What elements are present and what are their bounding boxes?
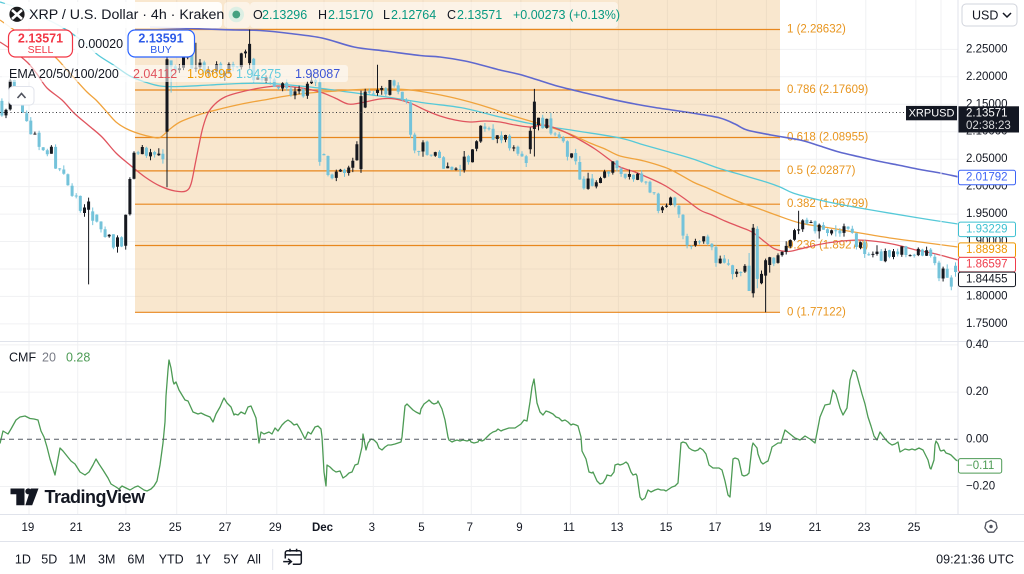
- svg-text:1.88938: 1.88938: [966, 244, 1008, 256]
- svg-text:Dec: Dec: [312, 522, 334, 534]
- svg-text:2.13571: 2.13571: [966, 107, 1008, 119]
- svg-text:19: 19: [759, 522, 772, 534]
- svg-text:XRPUSD: XRPUSD: [909, 107, 955, 119]
- svg-text:21: 21: [809, 522, 822, 534]
- svg-text:29: 29: [269, 522, 282, 534]
- svg-text:5: 5: [418, 522, 424, 534]
- svg-text:2.20000: 2.20000: [966, 71, 1008, 83]
- svg-text:6M: 6M: [127, 553, 144, 567]
- svg-text:5D: 5D: [41, 553, 57, 567]
- svg-text:2.13571: 2.13571: [18, 32, 63, 46]
- svg-text:0.382 (1.96799): 0.382 (1.96799): [787, 198, 868, 210]
- svg-text:0.5 (2.02877): 0.5 (2.02877): [787, 165, 856, 177]
- svg-text:2.13591: 2.13591: [138, 32, 183, 46]
- svg-text:9: 9: [516, 522, 522, 534]
- svg-text:09:21:36 UTC: 09:21:36 UTC: [936, 553, 1014, 567]
- svg-text:XRP / U.S. Dollar · 4h · Krake: XRP / U.S. Dollar · 4h · Kraken: [29, 7, 224, 23]
- svg-text:0.40: 0.40: [966, 339, 988, 351]
- svg-text:21: 21: [70, 522, 83, 534]
- svg-text:11: 11: [563, 522, 575, 534]
- svg-text:1M: 1M: [69, 553, 86, 567]
- svg-text:All: All: [247, 553, 261, 567]
- svg-text:BUY: BUY: [150, 44, 172, 56]
- svg-text:0.236 (1.89278): 0.236 (1.89278): [787, 240, 868, 252]
- svg-text:1 (2.28632): 1 (2.28632): [787, 24, 846, 36]
- svg-text:2.05000: 2.05000: [966, 153, 1008, 165]
- svg-text:13: 13: [611, 522, 624, 534]
- svg-text:SELL: SELL: [28, 44, 54, 56]
- svg-text:0.618 (2.08955): 0.618 (2.08955): [787, 132, 868, 144]
- svg-text:1.95000: 1.95000: [966, 208, 1008, 220]
- svg-text:27: 27: [219, 522, 232, 534]
- svg-text:5Y: 5Y: [223, 553, 239, 567]
- svg-text:19: 19: [22, 522, 35, 534]
- svg-text:17: 17: [709, 522, 722, 534]
- svg-text:1.75000: 1.75000: [966, 318, 1008, 330]
- svg-text:23: 23: [118, 522, 131, 534]
- svg-text:YTD: YTD: [159, 553, 184, 567]
- svg-text:USD: USD: [972, 9, 998, 23]
- svg-text:15: 15: [660, 522, 673, 534]
- svg-text:25: 25: [169, 522, 182, 534]
- svg-text:1.84455: 1.84455: [966, 273, 1008, 285]
- svg-text:1.86597: 1.86597: [966, 259, 1008, 271]
- svg-text:2.01792: 2.01792: [966, 172, 1008, 184]
- svg-text:0 (1.77122): 0 (1.77122): [787, 306, 846, 318]
- svg-text:1D: 1D: [15, 553, 31, 567]
- svg-text:−0.20: −0.20: [966, 481, 995, 493]
- svg-text:23: 23: [858, 522, 871, 534]
- svg-text:3: 3: [369, 522, 375, 534]
- svg-text:0.00: 0.00: [966, 433, 988, 445]
- svg-text:25: 25: [908, 522, 921, 534]
- svg-text:−0.11: −0.11: [966, 460, 994, 472]
- svg-text:2.25000: 2.25000: [966, 43, 1008, 55]
- svg-text:3M: 3M: [98, 553, 115, 567]
- svg-text:0.20: 0.20: [966, 386, 988, 398]
- svg-text:1Y: 1Y: [196, 553, 212, 567]
- svg-text:7: 7: [467, 522, 473, 534]
- svg-text:02:38:23: 02:38:23: [966, 120, 1011, 132]
- svg-text:1.93229: 1.93229: [966, 223, 1008, 235]
- svg-text:0.00020: 0.00020: [78, 37, 123, 51]
- svg-text:1.80000: 1.80000: [966, 290, 1008, 302]
- svg-text:0.786 (2.17609): 0.786 (2.17609): [787, 84, 868, 96]
- svg-text:TradingView: TradingView: [45, 487, 147, 507]
